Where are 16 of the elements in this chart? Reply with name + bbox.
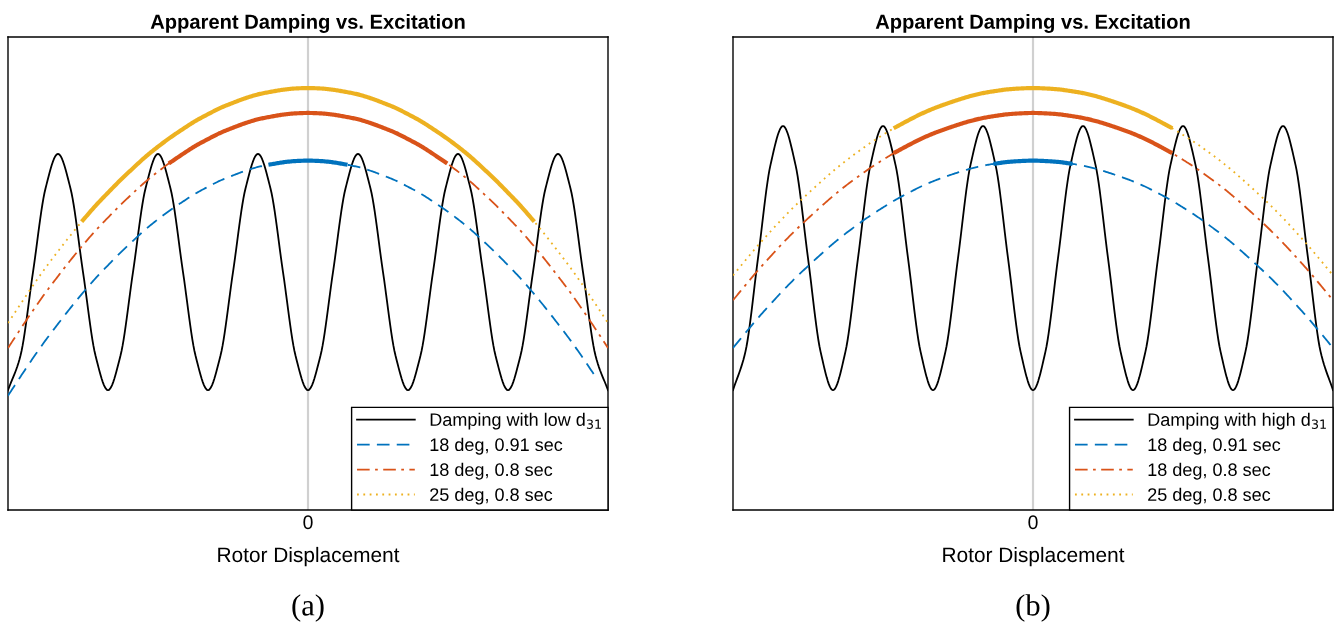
text: (b) bbox=[1016, 594, 1050, 622]
chart-title: Apparent Damping vs. Excitation bbox=[150, 14, 465, 33]
text: (a) bbox=[292, 594, 324, 622]
legend-label: 18 deg, 0.91 sec bbox=[430, 437, 563, 455]
x-axis-title: Rotor Displacement bbox=[943, 546, 1125, 567]
chart-title: Apparent Damping vs. Excitation bbox=[875, 14, 1190, 33]
legend-label: Damping with low d$_{31}$ bbox=[430, 412, 601, 430]
text: 0 bbox=[1028, 515, 1038, 530]
legend-label: 25 deg, 0.8 sec bbox=[1148, 487, 1271, 505]
legend-label: 18 deg, 0.91 sec bbox=[1148, 437, 1281, 455]
text: 0 bbox=[303, 515, 313, 530]
legend-label: Damping with high d$_{31}$ bbox=[1148, 412, 1326, 430]
x-axis-title: Rotor Displacement bbox=[218, 546, 400, 567]
legend-label: 25 deg, 0.8 sec bbox=[430, 487, 553, 505]
legend-label: 18 deg, 0.8 sec bbox=[1148, 462, 1271, 480]
legend-label: 18 deg, 0.8 sec bbox=[430, 462, 553, 480]
